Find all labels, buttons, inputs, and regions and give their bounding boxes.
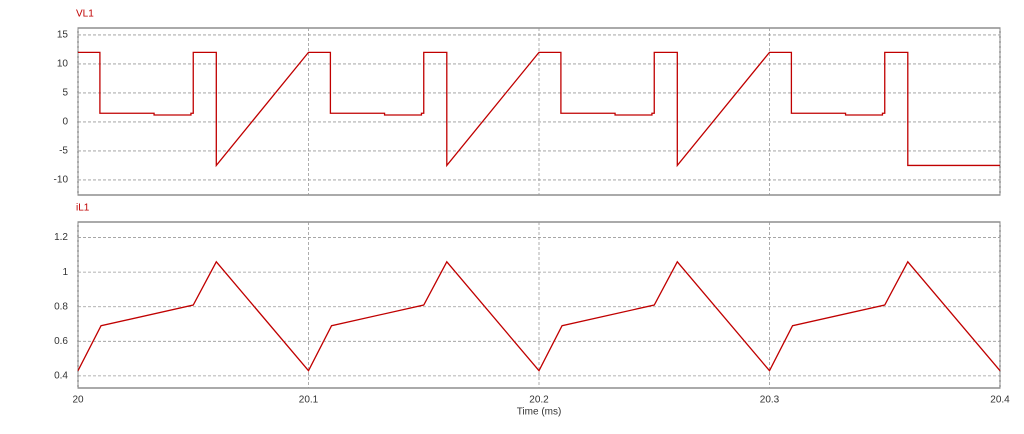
chart-title: VL1 [76,9,94,20]
y-tick-label: 0.4 [54,371,68,382]
x-tick-label: 20.4 [990,395,1010,406]
series-line [77,260,1001,372]
y-tick-label: 0.6 [54,336,68,347]
x-tick-label: 20 [72,395,84,406]
x-axis-label: Time (ms) [517,407,562,418]
chart-title: iL1 [76,203,90,214]
y-tick-label: -10 [54,175,69,186]
x-tick-label: 20.3 [760,395,780,406]
x-tick-label: 20.2 [529,395,549,406]
y-tick-label: 0.8 [54,301,68,312]
y-tick-label: 15 [57,30,69,41]
y-tick-label: -5 [59,146,68,157]
series-line [78,51,1000,168]
y-tick-label: 10 [57,59,69,70]
y-tick-label: 5 [62,88,68,99]
y-tick-label: 1 [62,267,68,278]
y-tick-label: 1.2 [54,232,68,243]
x-tick-label: 20.1 [299,395,319,406]
y-tick-label: 0 [62,117,68,128]
